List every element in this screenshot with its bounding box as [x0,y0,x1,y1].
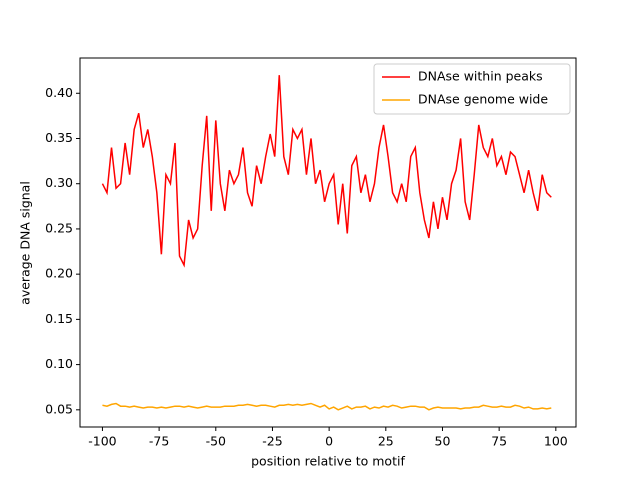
x-tick-label: -25 [262,434,282,449]
x-tick-label: 0 [325,434,333,449]
y-axis-label: average DNA signal [18,181,33,305]
y-tick-label: 0.10 [45,356,73,371]
axes-frame [79,57,577,428]
legend-label: DNAse genome wide [418,92,548,107]
x-tick-label: -100 [88,434,116,449]
y-tick-label: 0.40 [45,85,73,100]
x-tick-label: 25 [378,434,394,449]
y-tick-label: 0.25 [45,220,73,235]
x-tick-label: -50 [206,434,226,449]
legend-label: DNAse within peaks [418,69,543,84]
legend-box [373,63,571,115]
y-tick-label: 0.30 [45,175,73,190]
y-tick-label: 0.05 [45,401,73,416]
y-tick-label: 0.15 [45,311,73,326]
x-tick-label: 100 [544,434,568,449]
x-tick-label: -75 [149,434,169,449]
x-axis-label: position relative to motif [251,454,405,469]
y-tick-label: 0.35 [45,130,73,145]
x-tick-label: 50 [435,434,451,449]
x-tick-label: 75 [491,434,507,449]
line-series [101,75,552,268]
y-tick-label: 0.20 [45,266,73,281]
line-series [102,402,552,411]
